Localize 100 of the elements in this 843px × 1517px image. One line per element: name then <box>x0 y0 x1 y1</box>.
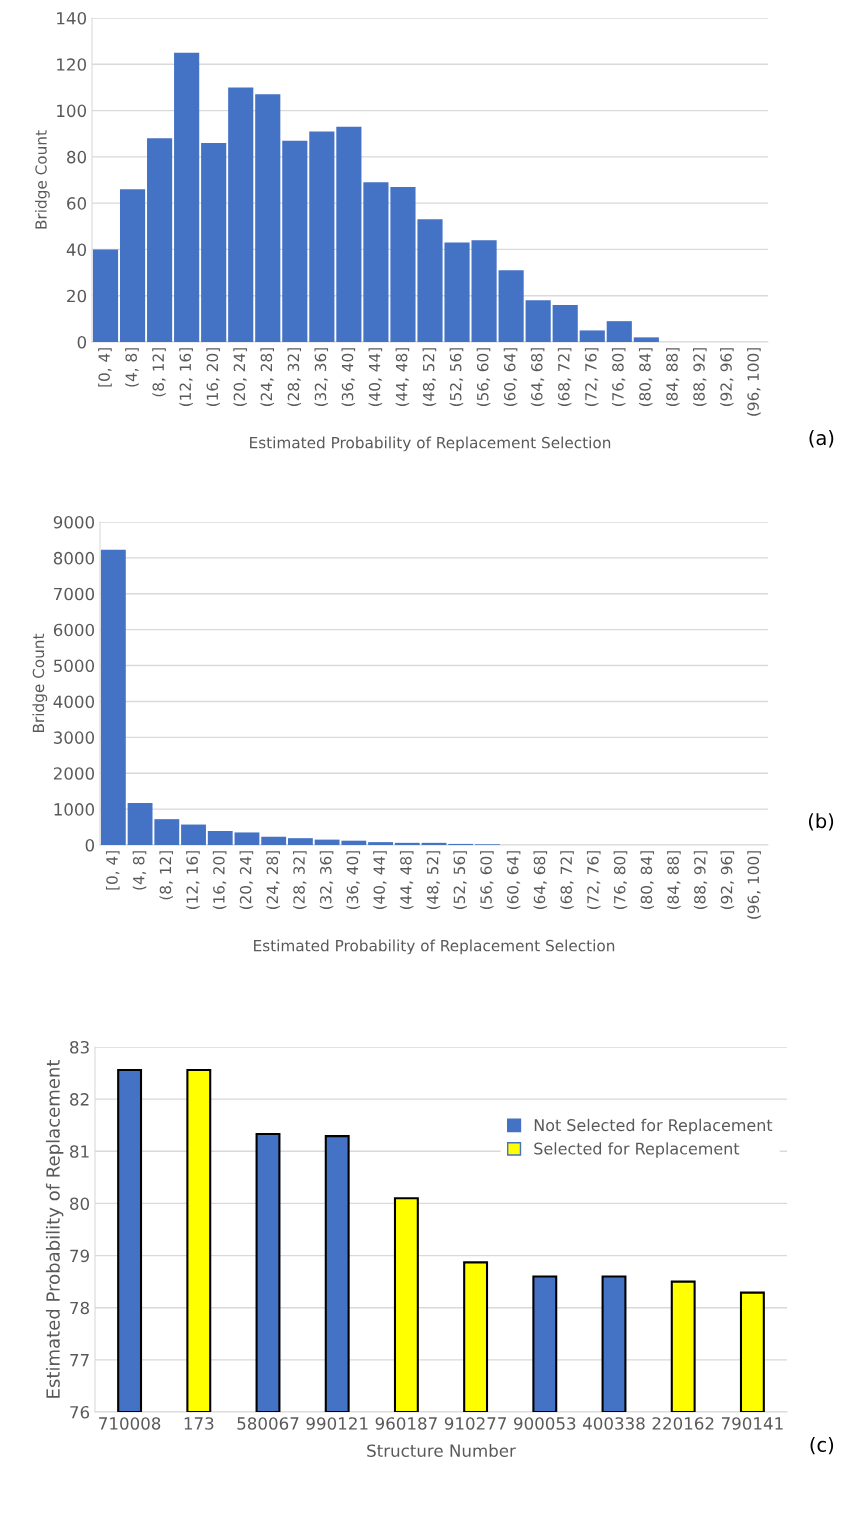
y-tick-label: 40 <box>66 243 87 256</box>
x-tick-label: [0, 4] <box>105 851 120 890</box>
x-tick-label: (60, 64] <box>503 348 518 407</box>
bar <box>525 300 551 342</box>
y-tick-label: 83 <box>70 1040 89 1054</box>
x-tick-label: (28, 32] <box>287 348 302 407</box>
x-axis-title: Estimated Probability of Replacement Selection <box>254 939 615 955</box>
x-tick-label: (60, 64] <box>506 851 521 910</box>
x-tick-label: (48, 52] <box>422 348 437 407</box>
x-tick-label: 910277 <box>444 1417 506 1430</box>
y-tick-label: 5000 <box>54 659 95 673</box>
bar <box>309 131 335 342</box>
x-tick-label: (80, 84] <box>638 348 653 407</box>
bar <box>261 836 287 845</box>
bar <box>363 182 389 342</box>
y-axis-title: Bridge Count <box>32 633 48 733</box>
x-axis-title: Structure Number <box>367 1444 516 1457</box>
x-tick-label: 400338 <box>583 1417 645 1430</box>
y-tick-label: 20 <box>67 289 87 303</box>
x-tick-label: 900053 <box>514 1417 576 1430</box>
x-tick-label: (56, 60] <box>480 851 494 910</box>
text: (a) <box>809 430 834 448</box>
bar <box>336 126 362 342</box>
x-tick-label: (44, 48] <box>399 851 414 910</box>
y-tick-label: 120 <box>57 58 87 71</box>
bar <box>498 270 524 342</box>
y-tick-label: 0 <box>77 335 87 349</box>
x-tick-label: (88, 92] <box>693 851 708 910</box>
y-tick-label: 79 <box>70 1249 89 1263</box>
x-tick-label: 990121 <box>306 1417 368 1430</box>
x-tick-label: (64, 68] <box>533 851 548 910</box>
x-tick-label: (36, 40] <box>341 348 356 407</box>
bar <box>282 140 308 342</box>
text: (b) <box>808 813 834 831</box>
x-tick-label: (12, 16] <box>186 851 200 910</box>
y-tick-label: 7000 <box>54 587 95 601</box>
x-tick-label: (32, 36] <box>314 348 329 407</box>
y-tick-label: 78 <box>70 1301 89 1315</box>
y-tick-label: 9000 <box>53 515 95 529</box>
y-tick-label: 140 <box>57 11 87 25</box>
x-tick-label: 960187 <box>375 1417 437 1430</box>
legend-label: Selected for Replacement <box>534 1142 740 1158</box>
y-tick-label: 2000 <box>53 767 95 780</box>
bar <box>234 832 260 845</box>
x-tick-label: (28, 32] <box>293 851 307 910</box>
y-tick-label: 6000 <box>53 623 95 637</box>
x-tick-label: (36, 40] <box>346 851 361 910</box>
x-tick-label: (84, 88] <box>667 851 681 910</box>
x-tick-label: (32, 36] <box>319 851 334 910</box>
y-tick-label: 60 <box>67 197 87 210</box>
x-tick-label: (8, 12] <box>152 348 166 397</box>
x-tick-label: (4, 8] <box>125 348 139 387</box>
y-tick-label: 0 <box>85 838 95 852</box>
y-tick-label: 82 <box>70 1093 89 1106</box>
bar <box>100 549 126 845</box>
x-tick-label: (8, 12] <box>159 851 174 900</box>
bar <box>552 304 578 342</box>
text: (c) <box>810 1437 834 1455</box>
bar <box>368 842 393 845</box>
y-tick-label: 100 <box>57 104 87 118</box>
y-tick-label: 4000 <box>53 695 95 709</box>
bar <box>174 52 200 342</box>
bar <box>92 249 119 342</box>
x-tick-label: (48, 52] <box>426 851 441 910</box>
bar <box>579 330 605 342</box>
bar <box>394 842 420 845</box>
x-tick-label: [0, 4] <box>98 348 112 387</box>
x-tick-label: 173 <box>184 1417 214 1430</box>
y-tick-label: 81 <box>70 1145 89 1158</box>
x-tick-label: (4, 8] <box>132 851 147 890</box>
x-tick-label: (76, 80] <box>613 851 628 910</box>
x-tick-label: (40, 44] <box>368 348 383 407</box>
bar <box>255 94 281 342</box>
x-tick-label: (64, 68] <box>530 348 545 407</box>
y-tick-label: 8000 <box>53 551 95 565</box>
x-tick-label: (84, 88] <box>665 348 680 407</box>
x-tick-label: 580067 <box>237 1417 299 1430</box>
x-tick-label: (52, 56] <box>453 851 467 910</box>
x-tick-label: (88, 92] <box>693 348 707 407</box>
x-tick-label: (68, 72] <box>557 348 572 407</box>
x-tick-label: (96, 100] <box>747 348 761 416</box>
x-tick-label: (40, 44] <box>373 851 387 910</box>
legend-label: Not Selected for Replacement <box>534 1118 773 1135</box>
bar <box>633 337 659 342</box>
x-tick-label: (52, 56] <box>449 348 464 407</box>
x-tick-label: (72, 76] <box>584 348 599 407</box>
bar <box>207 831 233 845</box>
x-tick-label: (24, 28] <box>260 348 274 407</box>
x-tick-label: (24, 28] <box>266 851 280 910</box>
x-tick-label: (92, 96] <box>720 851 735 910</box>
y-tick-label: 3000 <box>53 731 95 744</box>
y-axis-title: Bridge Count <box>34 130 50 229</box>
x-tick-label: (16, 20] <box>212 851 227 910</box>
y-tick-label: 80 <box>70 1197 90 1210</box>
x-tick-label: (92, 96] <box>720 348 734 407</box>
x-tick-label: (20, 24] <box>239 851 254 910</box>
y-tick-label: 76 <box>70 1405 90 1419</box>
x-tick-label: (12, 16] <box>179 348 193 407</box>
bar <box>287 838 313 845</box>
bar <box>606 321 632 342</box>
